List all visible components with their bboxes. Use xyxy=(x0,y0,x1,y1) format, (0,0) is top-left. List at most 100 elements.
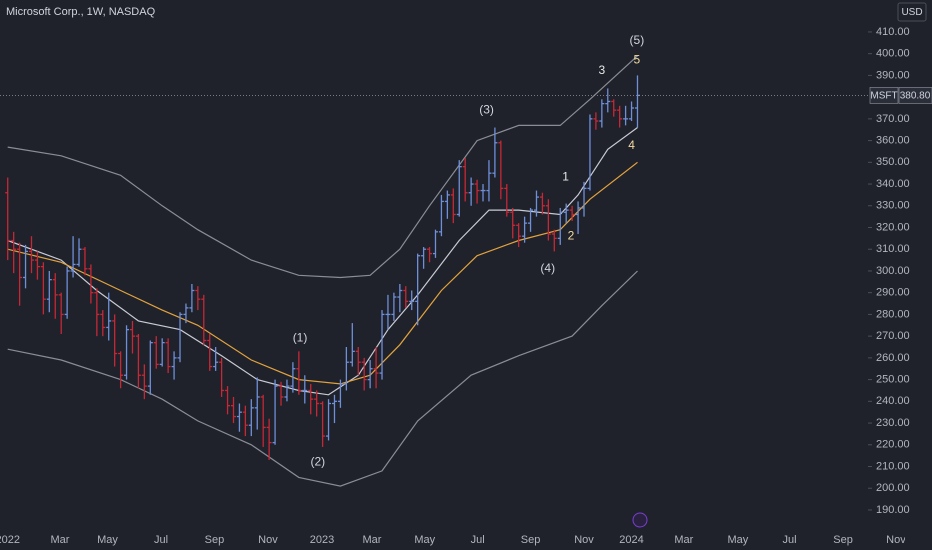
chart-title: Microsoft Corp., 1W, NASDAQ xyxy=(6,6,156,18)
y-tick-label: 410.00 xyxy=(876,26,910,38)
y-tick-label: 230.00 xyxy=(876,417,910,429)
wave-label: (4) xyxy=(540,261,555,275)
ohlc-bar xyxy=(504,184,510,217)
ohlc-bar xyxy=(230,396,236,424)
x-tick-label: Nov xyxy=(574,534,594,546)
ohlc-bar xyxy=(219,357,225,397)
plot-area: (1) (2) (3) (4) (5) 1 2 3 4 5 xyxy=(0,33,868,487)
currency[interactable]: USD xyxy=(901,7,922,18)
x-tick-label: May xyxy=(97,534,118,546)
y-tick-label: 320.00 xyxy=(876,221,910,233)
ohlc-bar xyxy=(76,238,82,267)
ohlc-bar xyxy=(165,338,171,374)
y-tick-label: 220.00 xyxy=(876,439,910,451)
ohlc-bar xyxy=(427,247,433,263)
ohlc-bar xyxy=(254,377,260,430)
ohlc-bar xyxy=(260,394,266,447)
ohlc-bar xyxy=(272,379,278,445)
ohlc-bar xyxy=(623,105,629,126)
ohlc-bar xyxy=(213,347,219,371)
wave-label: 5 xyxy=(634,52,641,66)
ohlc-bar xyxy=(331,394,337,424)
ohlc-bar xyxy=(516,223,522,248)
ohlc-bar xyxy=(343,347,349,391)
x-tick-label: May xyxy=(727,534,748,546)
symbol-label: MSFT xyxy=(870,91,897,102)
ohlc-bar xyxy=(201,294,207,345)
y-tick-label: 210.00 xyxy=(876,460,910,472)
ohlc-bar xyxy=(337,379,343,408)
y-tick-label: 250.00 xyxy=(876,374,910,386)
ohlc-bar xyxy=(320,401,326,447)
ohlc-bar xyxy=(141,364,147,400)
currency-box[interactable] xyxy=(897,2,927,22)
ohlc-bar xyxy=(421,247,427,269)
ohlc-bar xyxy=(159,338,165,367)
ohlc-bar xyxy=(94,288,100,337)
ohlc-bar xyxy=(225,386,231,415)
ohlc-bar xyxy=(385,294,391,330)
ohlc-bar xyxy=(617,105,623,128)
y-tick-label: 400.00 xyxy=(876,48,910,60)
x-tick-label: 2023 xyxy=(310,534,334,546)
ohlc-bar xyxy=(409,290,415,311)
ohlc-bar xyxy=(581,181,587,217)
ohlc-bar xyxy=(528,207,534,232)
ohlc-bar xyxy=(147,340,153,395)
event-icon[interactable] xyxy=(632,512,648,528)
ohlc-bar xyxy=(266,418,272,460)
ohlc-bar xyxy=(533,190,539,217)
price-axis-cover xyxy=(905,530,932,550)
ohlc-bar xyxy=(557,207,563,245)
ohlc-bar xyxy=(599,99,605,128)
ohlc-bar xyxy=(575,201,581,235)
ohlc-bar xyxy=(522,216,528,243)
ohlc-bar xyxy=(569,205,575,221)
ohlc-bar xyxy=(23,244,29,289)
ohlc-bar xyxy=(5,177,11,261)
ohlc-bar xyxy=(46,270,52,313)
ohlc-bar xyxy=(189,283,195,313)
x-tick-label: Jul xyxy=(154,534,168,546)
ohlc-bar xyxy=(177,312,183,363)
ohlc-bar xyxy=(129,320,135,354)
ohlc-bar xyxy=(34,251,40,280)
ohlc-bar xyxy=(88,264,94,304)
wave-label: 4 xyxy=(628,138,635,152)
y-tick-label: 360.00 xyxy=(876,134,910,146)
y-tick-label: 390.00 xyxy=(876,69,910,81)
ohlc-bar xyxy=(367,360,373,389)
ohlc-bar xyxy=(153,336,159,369)
ohlc-bar xyxy=(124,325,130,380)
ohlc-bar xyxy=(11,231,17,274)
ohlc-bar xyxy=(207,333,213,371)
wave-label: (3) xyxy=(479,102,494,116)
ohlc-bar xyxy=(171,351,177,380)
x-tick-label: Nov xyxy=(258,534,278,546)
indicator-line xyxy=(7,270,638,487)
ohlc-bar xyxy=(462,157,468,202)
ohlc-bar xyxy=(593,112,599,130)
ohlc-bar xyxy=(302,375,308,404)
ohlc-bar xyxy=(82,247,88,276)
ohlc-bar xyxy=(450,188,456,224)
ohlc-bar xyxy=(248,399,254,437)
axes: 190.00 200.00 210.00 220.00 230.00 240.00 250.… xyxy=(0,26,910,546)
ohlc-bar xyxy=(349,323,355,367)
ohlc-bar xyxy=(28,236,34,274)
ohlc-bar xyxy=(373,347,379,389)
ohlc-bar xyxy=(64,266,70,319)
last-price-box xyxy=(898,87,932,104)
x-tick-label: Sep xyxy=(205,534,225,546)
ohlc-bar xyxy=(58,292,64,334)
ohlc-bar xyxy=(40,262,46,315)
x-tick-label: Sep xyxy=(833,534,853,546)
y-tick-label: 270.00 xyxy=(876,330,910,342)
y-tick-label: 200.00 xyxy=(876,482,910,494)
x-tick-label: Nov xyxy=(886,534,906,546)
ohlc-bar xyxy=(551,229,557,252)
ohlc-bar xyxy=(135,333,141,389)
ohlc-bar xyxy=(236,403,242,432)
ohlc-bar xyxy=(629,101,635,122)
indicator-line xyxy=(7,161,638,385)
